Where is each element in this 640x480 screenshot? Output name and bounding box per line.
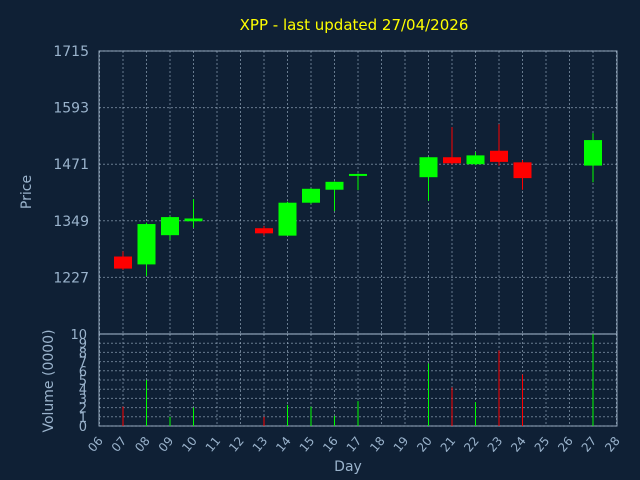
price-tick-label: 1593: [53, 101, 89, 117]
volume-tick-label: 5: [79, 374, 87, 389]
x-tick-label: 19: [391, 434, 412, 455]
volume-tick-label: 8: [79, 346, 87, 361]
candle-body: [302, 188, 320, 203]
x-tick-label: 06: [85, 434, 106, 455]
x-tick-label: 13: [250, 434, 271, 455]
x-tick-label: 25: [532, 434, 553, 455]
price-tick-label: 1349: [53, 214, 89, 230]
volume-bars: [122, 334, 594, 426]
volume-tick-label: 10: [70, 328, 87, 343]
x-tick-label: 09: [156, 434, 177, 455]
x-tick-label: 12: [226, 434, 247, 455]
price-tick-label: 1227: [53, 270, 89, 286]
volume-axis-title: Volume (0000): [41, 329, 57, 432]
price-tick-label: 1471: [53, 157, 89, 173]
x-tick-label: 16: [320, 434, 341, 455]
x-tick-label: 18: [367, 434, 388, 455]
volume-tick-label: 6: [79, 365, 87, 380]
x-tick-label: 22: [461, 434, 482, 455]
x-tick-label: 10: [179, 434, 200, 455]
price-tick-label: 1715: [53, 44, 89, 60]
price-grid: [99, 50, 617, 426]
candle-body: [513, 162, 532, 179]
candle-body: [137, 224, 156, 265]
candles: [114, 124, 602, 277]
candle-body: [349, 173, 367, 176]
candle-body: [443, 157, 461, 164]
x-tick-label: 23: [485, 434, 506, 455]
volume-tick-label: 1: [79, 411, 87, 426]
x-tick-label: 17: [344, 434, 365, 455]
volume-tick-label: 3: [79, 392, 87, 407]
candle-body: [325, 181, 344, 190]
candle-body: [490, 150, 508, 162]
volume-tick-label: 4: [79, 383, 87, 398]
x-tick-label: 20: [414, 434, 435, 455]
price-y-ticks: 1715 1593 1471 1349 1227: [53, 44, 89, 286]
x-tick-label: 07: [109, 434, 130, 455]
candle-body: [466, 155, 485, 165]
candle-body: [184, 218, 203, 222]
price-axis-title: Price: [19, 175, 35, 209]
x-tick-label: 08: [132, 434, 153, 455]
x-tick-label: 26: [555, 434, 576, 455]
x-tick-label: 11: [203, 434, 224, 455]
candle-body: [161, 217, 179, 236]
x-axis-title: Day: [334, 459, 362, 475]
x-tick-label: 15: [297, 434, 318, 455]
candle-body: [278, 202, 297, 236]
x-tick-label: 14: [273, 434, 294, 455]
candle-body: [255, 228, 273, 234]
candle-body: [584, 140, 602, 166]
chart-title: XPP - last updated 27/04/2026: [240, 16, 469, 34]
candle-body: [419, 157, 438, 178]
volume-tick-label: 7: [79, 356, 87, 371]
x-tick-label: 21: [438, 434, 459, 455]
x-tick-label: 27: [579, 434, 600, 455]
volume-tick-label: 9: [79, 337, 87, 352]
x-tick-label: 28: [602, 434, 623, 455]
x-ticks: 06 07 08 09 10 11 12 13 14 15 16 17 18 19 20 21 22 23 24 25…: [85, 434, 623, 455]
volume-tick-label: 0: [79, 420, 87, 435]
volume-tick-label: 2: [79, 402, 87, 417]
x-tick-label: 24: [508, 434, 529, 455]
candle-body: [114, 256, 132, 269]
